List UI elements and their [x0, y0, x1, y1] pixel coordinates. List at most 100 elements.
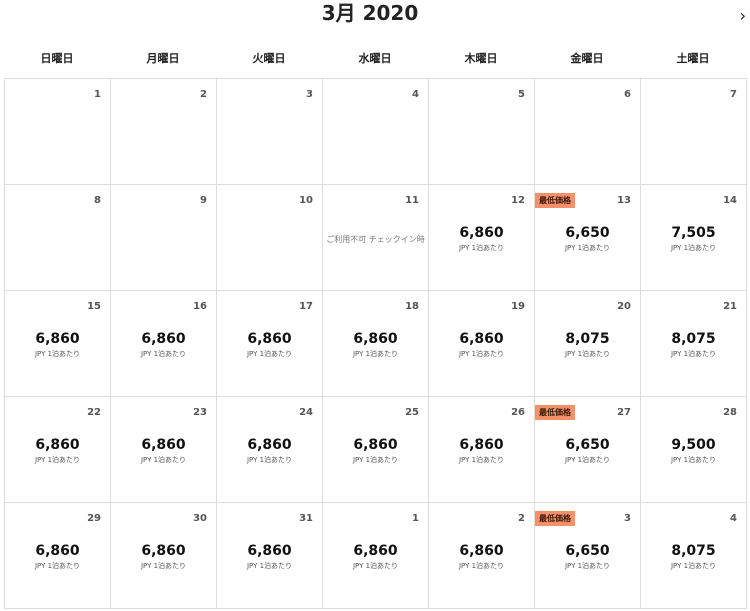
calendar-day-cell[interactable]: 9	[111, 185, 217, 291]
day-number: 2	[518, 513, 525, 524]
day-number: 7	[730, 89, 737, 100]
price-unit: JPY 1泊あたり	[564, 562, 611, 570]
calendar-day-cell[interactable]: 30 6,860 JPY 1泊あたり	[111, 503, 217, 609]
calendar-day-cell[interactable]: 14 7,505 JPY 1泊あたり	[641, 185, 747, 291]
price-unit: JPY 1泊あたり	[352, 350, 399, 358]
calendar-day-cell[interactable]: 5	[429, 79, 535, 185]
price-unit: JPY 1泊あたり	[34, 562, 81, 570]
price-unit: JPY 1泊あたり	[352, 562, 399, 570]
price: 6,650	[565, 543, 610, 559]
day-number: 17	[299, 301, 313, 312]
calendar-day-cell[interactable]: 25 6,860 JPY 1泊あたり	[323, 397, 429, 503]
calendar-day-cell[interactable]: 1 6,860 JPY 1泊あたり	[323, 503, 429, 609]
weekday-header: 日曜日 月曜日 火曜日 水曜日 木曜日 金曜日 土曜日	[4, 50, 746, 66]
calendar-day-cell[interactable]: 6	[535, 79, 641, 185]
price: 6,650	[565, 437, 610, 453]
calendar-day-cell[interactable]: 7	[641, 79, 747, 185]
price-unit: JPY 1泊あたり	[140, 350, 187, 358]
day-number: 10	[299, 195, 313, 206]
price-unit: JPY 1泊あたり	[564, 456, 611, 464]
price: 6,860	[35, 437, 80, 453]
price: 6,860	[141, 437, 186, 453]
price-unit: JPY 1泊あたり	[670, 562, 717, 570]
calendar-week: 29 6,860 JPY 1泊あたり 30 6,860 JPY 1泊あたり 31 6,860 J…	[5, 503, 747, 609]
price: 8,075	[671, 543, 716, 559]
price-unit: JPY 1泊あたり	[246, 456, 293, 464]
price: 6,650	[565, 225, 610, 241]
price: 6,860	[247, 437, 292, 453]
calendar-day-cell[interactable]: 28 9,500 JPY 1泊あたり	[641, 397, 747, 503]
price-unit: JPY 1泊あたり	[458, 562, 505, 570]
price-unit: JPY 1泊あたり	[34, 456, 81, 464]
price-unit: JPY 1泊あたり	[352, 456, 399, 464]
day-number: 1	[412, 513, 419, 524]
weekday-label: 土曜日	[676, 52, 710, 65]
calendar-day-cell[interactable]: 4	[323, 79, 429, 185]
price: 6,860	[353, 543, 398, 559]
calendar-day-cell[interactable]: 12 6,860 JPY 1泊あたり	[429, 185, 535, 291]
price-unit: JPY 1泊あたり	[140, 456, 187, 464]
calendar-day-cell[interactable]: 29 6,860 JPY 1泊あたり	[5, 503, 111, 609]
day-number: 15	[87, 301, 101, 312]
price-unit: JPY 1泊あたり	[670, 244, 717, 252]
day-number: 27	[617, 407, 631, 418]
calendar-day-cell[interactable]: 3 最低価格 6,650 JPY 1泊あたり	[535, 503, 641, 609]
calendar-day-cell[interactable]: 8	[5, 185, 111, 291]
day-number: 6	[624, 89, 631, 100]
calendar-day-cell[interactable]: 27 最低価格 6,650 JPY 1泊あたり	[535, 397, 641, 503]
price: 6,860	[353, 437, 398, 453]
calendar-day-cell[interactable]: 10	[217, 185, 323, 291]
day-number: 3	[306, 89, 313, 100]
calendar-day-cell[interactable]: 4 8,075 JPY 1泊あたり	[641, 503, 747, 609]
price: 6,860	[459, 543, 504, 559]
price: 6,860	[35, 331, 80, 347]
day-number: 11	[405, 195, 419, 206]
calendar-day-cell[interactable]: 21 8,075 JPY 1泊あたり	[641, 291, 747, 397]
day-number: 1	[94, 89, 101, 100]
calendar-day-cell[interactable]: 15 6,860 JPY 1泊あたり	[5, 291, 111, 397]
calendar-day-cell[interactable]: 22 6,860 JPY 1泊あたり	[5, 397, 111, 503]
price: 6,860	[247, 543, 292, 559]
calendar-day-cell[interactable]: 20 8,075 JPY 1泊あたり	[535, 291, 641, 397]
calendar-day-cell[interactable]: 11 ご利用不可 チェックイン時	[323, 185, 429, 291]
chevron-right-icon[interactable]: ›	[739, 6, 746, 25]
day-number: 13	[617, 195, 631, 206]
calendar-day-cell[interactable]: 31 6,860 JPY 1泊あたり	[217, 503, 323, 609]
calendar-day-cell[interactable]: 16 6,860 JPY 1泊あたり	[111, 291, 217, 397]
day-number: 5	[518, 89, 525, 100]
calendar-day-cell[interactable]: 18 6,860 JPY 1泊あたり	[323, 291, 429, 397]
calendar-day-cell[interactable]: 19 6,860 JPY 1泊あたり	[429, 291, 535, 397]
price: 8,075	[671, 331, 716, 347]
month-title: 3月 2020	[321, 1, 419, 25]
calendar-day-cell[interactable]: 2	[111, 79, 217, 185]
price-unit: JPY 1泊あたり	[140, 562, 187, 570]
price: 6,860	[459, 225, 504, 241]
price-unit: JPY 1泊あたり	[34, 350, 81, 358]
price-unit: JPY 1泊あたり	[670, 350, 717, 358]
day-number: 4	[412, 89, 419, 100]
day-number: 28	[723, 407, 737, 418]
price: 8,075	[565, 331, 610, 347]
calendar-day-cell[interactable]: 3	[217, 79, 323, 185]
day-number: 20	[617, 301, 631, 312]
calendar-grid: 1 2 3 4 5 6 7 8 9 10 11 ご利用不可 チェックイン時 12 6,860 JPY 1泊あ…	[4, 78, 747, 609]
day-number: 26	[511, 407, 525, 418]
weekday-label: 木曜日	[464, 52, 498, 65]
day-number: 12	[511, 195, 525, 206]
calendar-week: 15 6,860 JPY 1泊あたり 16 6,860 JPY 1泊あたり 17 6,860 J…	[5, 291, 747, 397]
calendar-day-cell[interactable]: 2 6,860 JPY 1泊あたり	[429, 503, 535, 609]
price: 7,505	[671, 225, 716, 241]
price-unit: JPY 1泊あたり	[564, 350, 611, 358]
calendar-day-cell[interactable]: 1	[5, 79, 111, 185]
calendar-day-cell[interactable]: 17 6,860 JPY 1泊あたり	[217, 291, 323, 397]
calendar-day-cell[interactable]: 26 6,860 JPY 1泊あたり	[429, 397, 535, 503]
weekday-label: 月曜日	[146, 52, 180, 65]
calendar-day-cell[interactable]: 13 最低価格 6,650 JPY 1泊あたり	[535, 185, 641, 291]
price-unit: JPY 1泊あたり	[246, 562, 293, 570]
calendar-day-cell[interactable]: 24 6,860 JPY 1泊あたり	[217, 397, 323, 503]
day-number: 4	[730, 513, 737, 524]
calendar-day-cell[interactable]: 23 6,860 JPY 1泊あたり	[111, 397, 217, 503]
day-number: 21	[723, 301, 737, 312]
weekday-label: 火曜日	[252, 52, 286, 65]
day-number: 22	[87, 407, 101, 418]
